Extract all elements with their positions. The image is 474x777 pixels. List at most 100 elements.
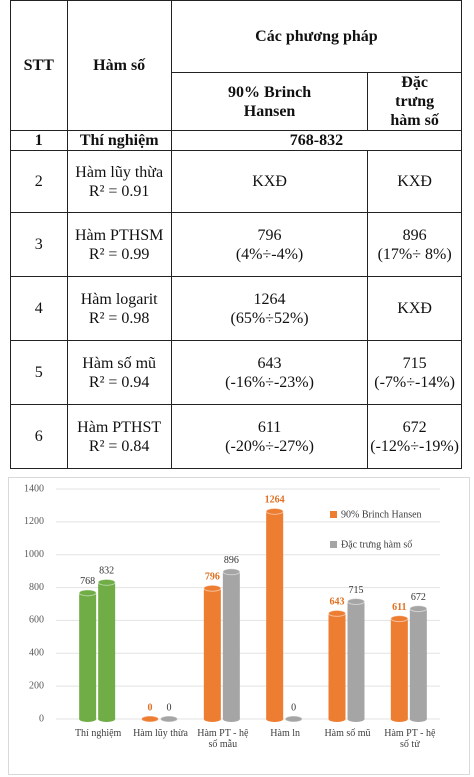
bar-base (347, 716, 365, 722)
bar (265, 507, 284, 722)
legend-label: 90% Brinch Hansen (341, 509, 422, 520)
cell-func: Hàm số mũ R² = 0.94 (66, 340, 172, 405)
y-tick-label: 1000 (24, 549, 44, 560)
data-label: 715 (349, 585, 364, 596)
bar-top (78, 589, 97, 597)
bar-base (409, 716, 427, 722)
bar-base (266, 716, 284, 722)
cell-m1: KXĐ (170, 150, 369, 213)
bar-base (79, 716, 97, 722)
table-row: 6 Hàm PTHST R² = 0.84 611 (-20%÷-27%) 672 (-12… (10, 404, 462, 469)
bar-body (266, 511, 284, 719)
cell-line: KXĐ (252, 173, 287, 190)
x-tick-label: Hàm PT - hệ số tử (384, 728, 436, 750)
func-r2: R² = 0.99 (88, 245, 150, 263)
bar-base (328, 716, 346, 722)
cell-stt: 5 (10, 340, 68, 405)
x-tick-label: Hàm lũy thừa (133, 728, 188, 739)
bar-base (98, 716, 116, 722)
chart-svg: 0 200 400 600 800 1000 1200 1400 768 832 0 0 796 896 1… (24, 483, 440, 724)
cell-m2: KXĐ (367, 276, 462, 341)
data-label: 643 (330, 597, 345, 608)
bar (409, 605, 428, 722)
cell-m1: 643 (-16%÷-23%) (170, 340, 369, 405)
data-label: 1264 (265, 495, 285, 506)
data-label: 796 (205, 572, 220, 583)
row-result: 768-832 (170, 130, 463, 151)
cell-stt: 3 (10, 212, 68, 277)
data-label: 0 (291, 702, 296, 713)
func-name: Hàm PTHSM (74, 226, 164, 244)
func-r2: R² = 0.94 (88, 373, 150, 391)
x-tick-label: Hàm số mũ (324, 728, 371, 739)
cell-line: 896 (402, 226, 427, 244)
data-label: 832 (99, 566, 114, 577)
bar-body (409, 608, 427, 719)
bar (141, 715, 159, 723)
func-name: Hàm logarit (80, 290, 158, 308)
cell-line: (-20%÷-27%) (225, 437, 314, 455)
cell-stt: 6 (10, 404, 68, 469)
bar-body (347, 601, 365, 719)
bar-top (203, 584, 222, 592)
data-label: 896 (224, 555, 239, 566)
header-m1: 90% Brinch Hansen (170, 72, 369, 131)
bar-top (160, 715, 178, 723)
cell-m2: 896 (17%÷ 8%) (367, 212, 462, 277)
y-tick-label: 800 (29, 582, 44, 593)
cell-line: (17%÷ 8%) (377, 245, 452, 263)
cell-m2: 715 (-7%÷-14%) (367, 340, 462, 405)
cell-line: KXĐ (397, 173, 432, 190)
cell-stt: 2 (10, 150, 68, 213)
cell-line: (65%÷52%) (230, 309, 309, 327)
header-stt: STT (10, 0, 68, 131)
bar (97, 578, 116, 722)
func-r2: R² = 0.84 (88, 437, 150, 455)
bar (328, 609, 346, 722)
chart: 0 200 400 600 800 1000 1200 1400 768 832 0 0 796 896 1… (8, 477, 470, 775)
data-label: 672 (411, 592, 426, 603)
cell-m2: 672 (-12%÷-19%) (367, 404, 462, 469)
bar-body (390, 618, 408, 719)
cell-line: (4%÷-4%) (235, 245, 304, 263)
bar-body (98, 582, 116, 719)
bar-top (141, 715, 159, 723)
y-tick-label: 200 (29, 680, 44, 691)
results-table: STT Hàm số Các phương pháp 90% Brinch Ha… (10, 0, 463, 469)
cell-func: Hàm lũy thừa R² = 0.91 (66, 150, 172, 213)
bar-top (328, 609, 346, 617)
y-tick-label: 600 (29, 615, 44, 626)
cell-line: 715 (402, 354, 427, 372)
legend-swatch (330, 541, 337, 548)
data-label: 611 (392, 602, 406, 613)
y-tick-label: 1400 (24, 483, 44, 494)
y-tick-label: 0 (39, 713, 44, 724)
cell-line: 1264 (253, 290, 286, 308)
cell-stt: 4 (10, 276, 68, 341)
header-methods: Các phương pháp (170, 0, 463, 73)
bar (222, 568, 241, 722)
cell-line: 611 (257, 418, 282, 436)
func-r2: R² = 0.98 (88, 309, 150, 327)
cell-m1: 1264 (65%÷52%) (170, 276, 369, 341)
table-row: 5 Hàm số mũ R² = 0.94 643 (-16%÷-23%) 715 (-7%… (10, 340, 462, 405)
cell-m2: KXĐ (367, 150, 462, 213)
y-tick-label: 400 (29, 648, 44, 659)
bar-body (79, 592, 97, 719)
func-name: Hàm số mũ (82, 354, 157, 372)
bar-body (203, 588, 221, 719)
table-row: 4 Hàm logarit R² = 0.98 1264 (65%÷52%) KXĐ (10, 276, 462, 341)
header-m2: Đặc trưng hàm số (367, 72, 462, 131)
table-row: 3 Hàm PTHSM R² = 0.99 796 (4%÷-4%) 896 (17%÷ 8… (10, 212, 462, 277)
bar (390, 615, 409, 722)
x-tick-label: Thí nghiệm (74, 728, 122, 739)
bar-top (222, 568, 241, 576)
bar (284, 715, 303, 723)
bar-base (203, 716, 221, 722)
bar-base (222, 716, 240, 722)
func-r2: R² = 0.91 (88, 182, 150, 200)
cell-func: Hàm PTHST R² = 0.84 (66, 404, 172, 469)
legend-swatch (330, 511, 337, 518)
bar-top (390, 615, 409, 623)
